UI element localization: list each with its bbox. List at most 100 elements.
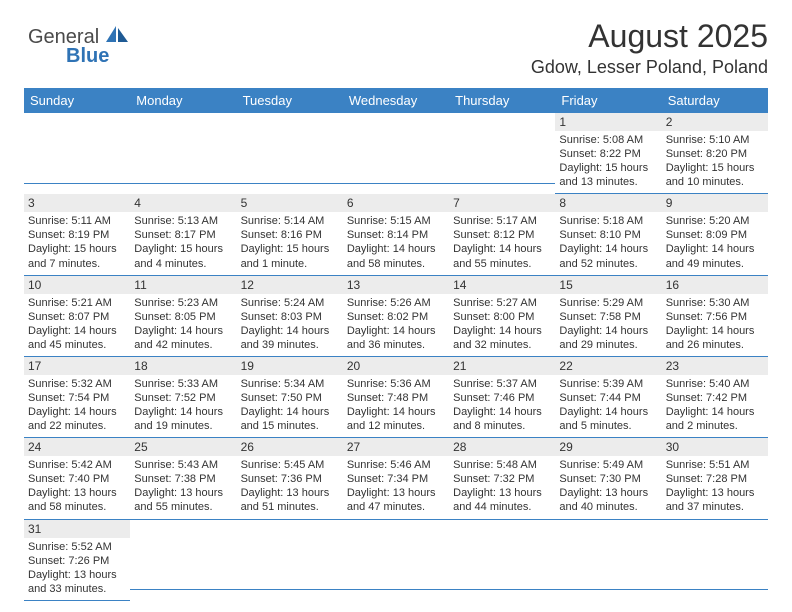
calendar-table: Sunday Monday Tuesday Wednesday Thursday… [24,88,768,601]
day-info: Sunrise: 5:20 AMSunset: 8:09 PMDaylight:… [662,212,768,274]
day-number: 17 [24,357,130,375]
day-number: 3 [24,194,130,212]
day-info: Sunrise: 5:49 AMSunset: 7:30 PMDaylight:… [555,456,661,518]
day-cell [343,113,449,194]
daylight-text: Daylight: 14 hours and 58 minutes. [347,242,445,270]
day-info: Sunrise: 5:17 AMSunset: 8:12 PMDaylight:… [449,212,555,274]
sunrise-text: Sunrise: 5:36 AM [347,377,445,391]
sunset-text: Sunset: 7:36 PM [241,472,339,486]
day-number: 24 [24,438,130,456]
daylight-text: Daylight: 13 hours and 40 minutes. [559,486,657,514]
daylight-text: Daylight: 14 hours and 22 minutes. [28,405,126,433]
day-cell [237,520,343,601]
day-cell: 8Sunrise: 5:18 AMSunset: 8:10 PMDaylight… [555,194,661,275]
sunrise-text: Sunrise: 5:40 AM [666,377,764,391]
day-cell [130,113,236,194]
sunrise-text: Sunrise: 5:13 AM [134,214,232,228]
empty-cell [130,113,236,184]
daylight-text: Daylight: 14 hours and 55 minutes. [453,242,551,270]
sunset-text: Sunset: 7:56 PM [666,310,764,324]
calendar-page: General Blue August 2025 Gdow, Lesser Po… [0,0,792,612]
sunset-text: Sunset: 8:09 PM [666,228,764,242]
day-info: Sunrise: 5:48 AMSunset: 7:32 PMDaylight:… [449,456,555,518]
sunset-text: Sunset: 7:54 PM [28,391,126,405]
day-info: Sunrise: 5:34 AMSunset: 7:50 PMDaylight:… [237,375,343,437]
day-info: Sunrise: 5:43 AMSunset: 7:38 PMDaylight:… [130,456,236,518]
day-content: 13Sunrise: 5:26 AMSunset: 8:02 PMDayligh… [343,276,449,357]
sunrise-text: Sunrise: 5:24 AM [241,296,339,310]
daylight-text: Daylight: 15 hours and 7 minutes. [28,242,126,270]
day-number: 8 [555,194,661,212]
day-number: 2 [662,113,768,131]
sunset-text: Sunset: 7:34 PM [347,472,445,486]
day-info: Sunrise: 5:45 AMSunset: 7:36 PMDaylight:… [237,456,343,518]
day-content: 31Sunrise: 5:52 AMSunset: 7:26 PMDayligh… [24,520,130,601]
day-cell [555,520,661,601]
daylight-text: Daylight: 14 hours and 12 minutes. [347,405,445,433]
day-number: 23 [662,357,768,375]
day-number: 18 [130,357,236,375]
day-info: Sunrise: 5:29 AMSunset: 7:58 PMDaylight:… [555,294,661,356]
daylight-text: Daylight: 14 hours and 19 minutes. [134,405,232,433]
week-row: 31Sunrise: 5:52 AMSunset: 7:26 PMDayligh… [24,520,768,601]
empty-cell [130,520,236,590]
day-content: 18Sunrise: 5:33 AMSunset: 7:52 PMDayligh… [130,357,236,438]
sunset-text: Sunset: 7:50 PM [241,391,339,405]
sunrise-text: Sunrise: 5:20 AM [666,214,764,228]
day-number: 26 [237,438,343,456]
day-cell: 31Sunrise: 5:52 AMSunset: 7:26 PMDayligh… [24,520,130,601]
day-number: 19 [237,357,343,375]
sunrise-text: Sunrise: 5:48 AM [453,458,551,472]
sunrise-text: Sunrise: 5:08 AM [559,133,657,147]
day-number: 30 [662,438,768,456]
sunrise-text: Sunrise: 5:17 AM [453,214,551,228]
empty-cell [555,520,661,590]
day-content: 20Sunrise: 5:36 AMSunset: 7:48 PMDayligh… [343,357,449,438]
sunrise-text: Sunrise: 5:46 AM [347,458,445,472]
day-content: 5Sunrise: 5:14 AMSunset: 8:16 PMDaylight… [237,194,343,275]
day-cell [130,520,236,601]
day-number: 31 [24,520,130,538]
day-number: 12 [237,276,343,294]
sunrise-text: Sunrise: 5:32 AM [28,377,126,391]
day-number: 29 [555,438,661,456]
day-number: 7 [449,194,555,212]
weekday-header: Wednesday [343,88,449,113]
day-content: 22Sunrise: 5:39 AMSunset: 7:44 PMDayligh… [555,357,661,438]
day-info: Sunrise: 5:36 AMSunset: 7:48 PMDaylight:… [343,375,449,437]
day-content: 21Sunrise: 5:37 AMSunset: 7:46 PMDayligh… [449,357,555,438]
day-info: Sunrise: 5:10 AMSunset: 8:20 PMDaylight:… [662,131,768,193]
daylight-text: Daylight: 14 hours and 26 minutes. [666,324,764,352]
day-cell: 26Sunrise: 5:45 AMSunset: 7:36 PMDayligh… [237,438,343,519]
empty-cell [237,520,343,590]
empty-cell [449,113,555,184]
day-cell [662,520,768,601]
day-cell: 12Sunrise: 5:24 AMSunset: 8:03 PMDayligh… [237,276,343,357]
day-number: 20 [343,357,449,375]
weekday-header: Friday [555,88,661,113]
daylight-text: Daylight: 13 hours and 47 minutes. [347,486,445,514]
day-content: 6Sunrise: 5:15 AMSunset: 8:14 PMDaylight… [343,194,449,275]
daylight-text: Daylight: 14 hours and 2 minutes. [666,405,764,433]
day-info: Sunrise: 5:52 AMSunset: 7:26 PMDaylight:… [24,538,130,600]
empty-cell [343,520,449,590]
day-number: 15 [555,276,661,294]
day-info: Sunrise: 5:15 AMSunset: 8:14 PMDaylight:… [343,212,449,274]
day-number: 6 [343,194,449,212]
day-cell: 27Sunrise: 5:46 AMSunset: 7:34 PMDayligh… [343,438,449,519]
sunset-text: Sunset: 8:05 PM [134,310,232,324]
sunrise-text: Sunrise: 5:23 AM [134,296,232,310]
empty-cell [662,520,768,590]
day-cell: 28Sunrise: 5:48 AMSunset: 7:32 PMDayligh… [449,438,555,519]
day-number: 25 [130,438,236,456]
daylight-text: Daylight: 15 hours and 13 minutes. [559,161,657,189]
daylight-text: Daylight: 13 hours and 58 minutes. [28,486,126,514]
day-info: Sunrise: 5:46 AMSunset: 7:34 PMDaylight:… [343,456,449,518]
day-cell: 11Sunrise: 5:23 AMSunset: 8:05 PMDayligh… [130,276,236,357]
title-block: August 2025 Gdow, Lesser Poland, Poland [24,18,768,78]
day-number: 13 [343,276,449,294]
day-content: 29Sunrise: 5:49 AMSunset: 7:30 PMDayligh… [555,438,661,519]
daylight-text: Daylight: 14 hours and 45 minutes. [28,324,126,352]
sunset-text: Sunset: 7:28 PM [666,472,764,486]
day-number: 14 [449,276,555,294]
